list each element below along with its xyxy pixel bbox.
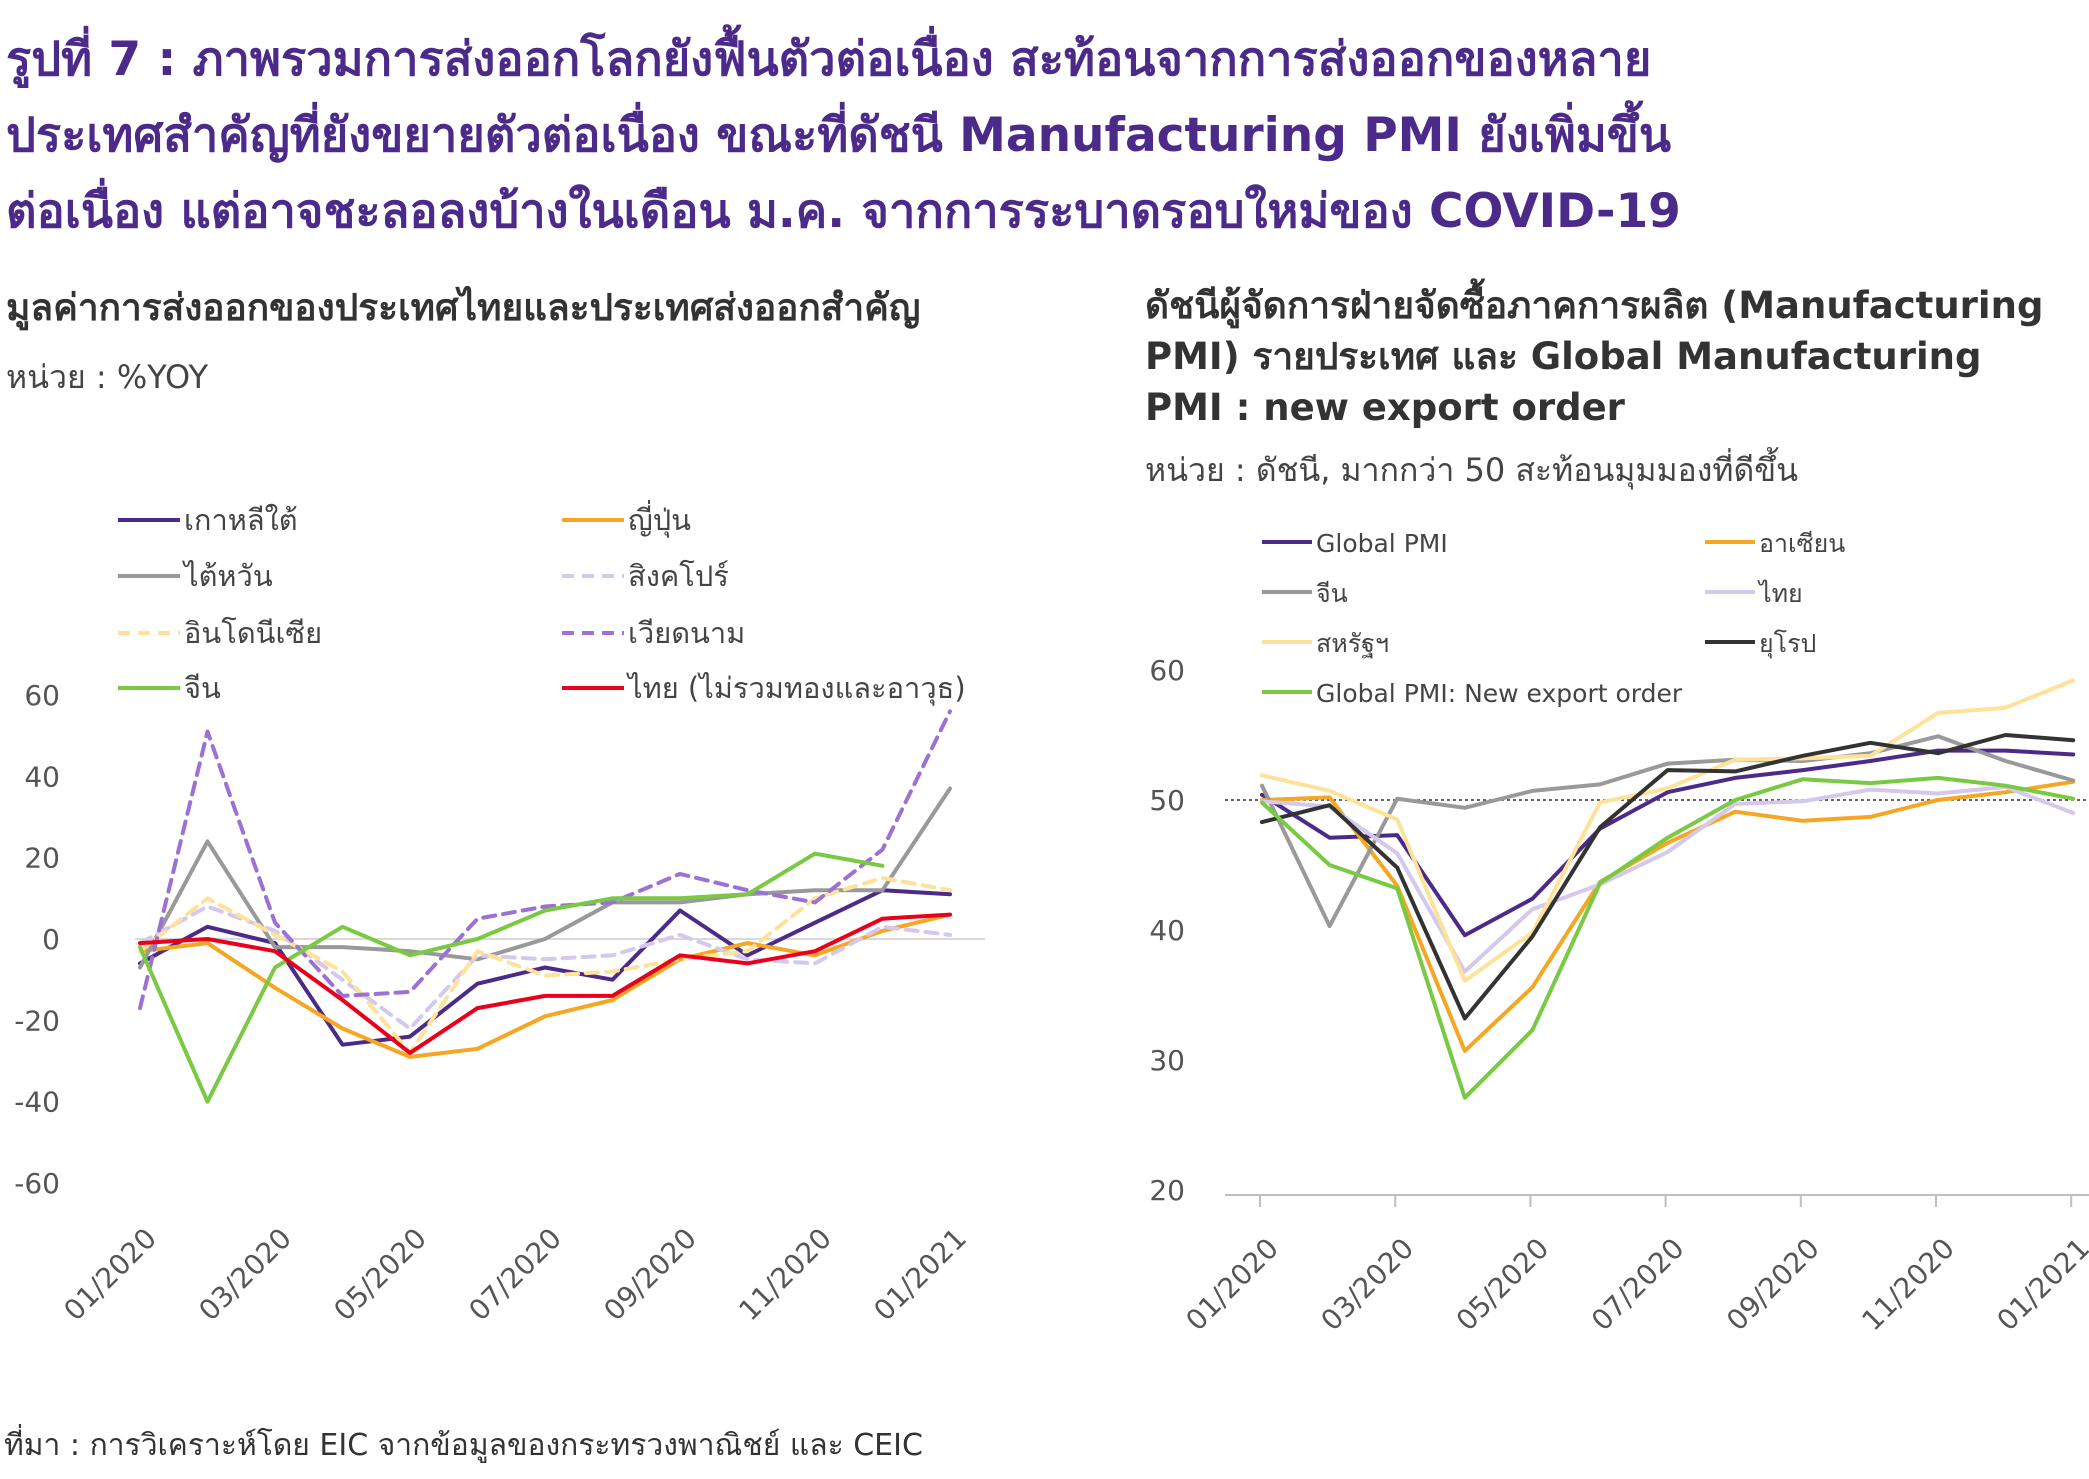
main-title-line-3: ต่อเนื่อง แต่อาจชะลอลงบ้างในเดือน ม.ค. จ…: [6, 184, 1681, 239]
legend-label: จีน: [1316, 579, 1348, 608]
main-title-line-1: รูปที่ 7 : ภาพรวมการส่งออกโลกยังฟื้นตัวต…: [6, 32, 1652, 87]
legend-label: จีน: [184, 671, 221, 705]
y-tick-label: 60: [24, 679, 60, 712]
series-line-7: [1260, 775, 2076, 1100]
series-line-3: [138, 786, 952, 970]
series-line-3: [1260, 734, 2076, 929]
legend-label: Global PMI: [1316, 529, 1448, 558]
y-tick-label: -40: [14, 1086, 60, 1119]
y-tick-label: 0: [42, 923, 60, 956]
right-chart-title: ดัชนีผู้จัดการฝ่ายจัดซื้อภาคการผลิต (Man…: [1145, 284, 2044, 429]
y-tick-label: 20: [24, 842, 60, 875]
y-tick-label: 60: [1149, 654, 1185, 687]
series-line-2: [1260, 779, 2076, 1053]
x-tick-label: 01/2021: [1991, 1232, 2089, 1338]
main-title: รูปที่ 7 : ภาพรวมการส่งออกโลกยังฟื้นตัวต…: [6, 22, 2076, 250]
x-tick-label: 11/2020: [732, 1222, 838, 1328]
left-chart-unit: หน่วย : %YOY: [6, 358, 208, 396]
legend-label: เวียดนาม: [628, 616, 745, 650]
legend-label: อินโดนีเซีย: [184, 616, 322, 650]
x-tick-label: 05/2020: [1450, 1232, 1556, 1338]
y-tick-label: 50: [1149, 784, 1185, 817]
x-tick-label: 01/2020: [1179, 1232, 1285, 1338]
right-chart-unit: หน่วย : ดัชนี, มากกว่า 50 สะท้อนมุมมองที…: [1145, 451, 1798, 489]
legend-label: อาเซียน: [1759, 529, 1845, 558]
series-line-5: [1260, 678, 2076, 983]
x-tick-label: 01/2021: [867, 1222, 973, 1328]
x-tick-label: 01/2020: [57, 1222, 163, 1328]
series-line-4: [1260, 785, 2076, 974]
legend-label: ยุโรป: [1759, 629, 1816, 659]
legend-label: เกาหลีใต้: [184, 503, 298, 537]
x-tick-label: 07/2020: [1585, 1232, 1691, 1338]
y-tick-label: 40: [24, 760, 60, 793]
x-tick-label: 11/2020: [1855, 1232, 1961, 1338]
series-line-1: [1260, 748, 2076, 938]
series-line-6: [1260, 733, 2076, 1021]
legend-label: สิงคโปร์: [628, 559, 729, 593]
y-tick-label: 20: [1149, 1174, 1185, 1207]
chart-legend: เกาหลีใต้ ญี่ปุ่นไต้หวัน สิงคโปร์อินโดนีเซ…: [118, 500, 966, 706]
left-chart-title: มูลค่าการส่งออกของประเทศไทยและประเทศส่งอ…: [6, 286, 921, 329]
x-tick-label: 09/2020: [1720, 1232, 1826, 1338]
pmi-chart: 60 50 40 30 20 01/2020 03/2020 05/2020 07/2020 09…: [1149, 529, 2089, 1337]
legend-label: Global PMI: New export order: [1316, 679, 1683, 708]
main-title-line-2: ประเทศสำคัญที่ยังขยายตัวต่อเนื่อง ขณะที่…: [6, 108, 1672, 163]
series-line-5: [138, 876, 952, 1055]
x-tick-label: 05/2020: [327, 1222, 433, 1328]
legend-label: สหรัฐฯ: [1316, 629, 1389, 658]
source-note: ที่มา : การวิเคราะห์โดย EIC จากข้อมูลของ…: [4, 1428, 923, 1463]
export-growth-chart: 60 40 20 0 -20 -40 -60 01/2020 03/2020 05/2020 07/…: [14, 500, 985, 1327]
legend-label: ญี่ปุ่น: [628, 500, 691, 538]
x-tick-label: 03/2020: [1315, 1232, 1421, 1338]
series-line-6: [138, 709, 952, 1011]
series-line-4: [138, 904, 952, 1031]
series-line-1: [138, 888, 952, 1047]
y-tick-label: -20: [14, 1004, 60, 1037]
y-tick-label: 30: [1149, 1044, 1185, 1077]
series-line-7: [138, 851, 885, 1104]
legend-label: ไต้หวัน: [182, 559, 273, 593]
x-tick-label: 07/2020: [462, 1222, 568, 1328]
series-line-8: [138, 912, 952, 1055]
y-tick-label: 40: [1149, 914, 1185, 947]
series-line-2: [138, 912, 952, 1059]
x-tick-label: 09/2020: [597, 1222, 703, 1328]
y-tick-label: -60: [14, 1167, 60, 1200]
legend-label: ไทย (ไม่รวมทองและอาวุธ): [626, 671, 966, 706]
legend-label: ไทย: [1757, 579, 1803, 608]
x-tick-label: 03/2020: [192, 1222, 298, 1328]
